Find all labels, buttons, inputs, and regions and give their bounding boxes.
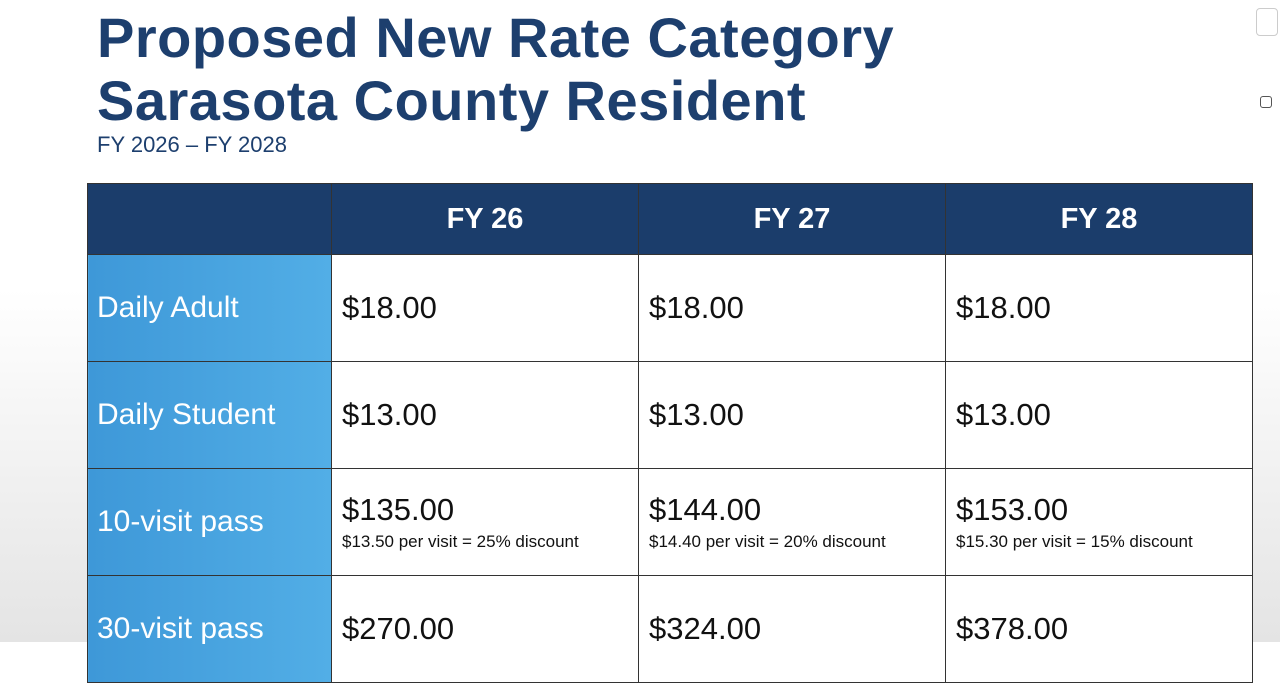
price-cell: $18.00 bbox=[945, 254, 1253, 362]
subtitle: FY 2026 – FY 2028 bbox=[97, 132, 287, 157]
row-label: Daily Student bbox=[87, 361, 332, 469]
column-header: FY 27 bbox=[638, 183, 946, 255]
row-label: 10-visit pass bbox=[87, 468, 332, 576]
rate-table: FY 26 FY 27 FY 28 Daily Adult $18.00 $18.00 $… bbox=[87, 183, 1253, 683]
row-label: Daily Adult bbox=[87, 254, 332, 362]
price: $153.00 bbox=[956, 492, 1069, 527]
title-line: Sarasota County Resident bbox=[97, 69, 807, 132]
header-row: FY 26 FY 27 FY 28 bbox=[87, 183, 1253, 255]
price-cell: $144.00 $14.40 per visit = 20% discount bbox=[638, 468, 946, 576]
price: $378.00 bbox=[956, 611, 1069, 646]
table-row: Daily Student $13.00 $13.00 $13.00 bbox=[87, 361, 1253, 469]
price: $18.00 bbox=[342, 290, 437, 325]
column-header: FY 28 bbox=[945, 183, 1253, 255]
price: $18.00 bbox=[956, 290, 1051, 325]
price: $144.00 bbox=[649, 492, 762, 527]
price-cell: $13.00 bbox=[945, 361, 1253, 469]
price-note: $15.30 per visit = 15% discount bbox=[956, 532, 1193, 551]
price-cell: $13.00 bbox=[638, 361, 946, 469]
table-row: Daily Adult $18.00 $18.00 $18.00 bbox=[87, 254, 1253, 362]
header-corner bbox=[87, 183, 332, 255]
price-cell: $378.00 bbox=[945, 575, 1253, 683]
price: $18.00 bbox=[649, 290, 744, 325]
price-cell: $270.00 bbox=[331, 575, 639, 683]
overlay-icon bbox=[1260, 96, 1272, 108]
price: $324.00 bbox=[649, 611, 762, 646]
table-row: 30-visit pass $270.00 $324.00 $378.00 bbox=[87, 575, 1253, 683]
price: $13.00 bbox=[649, 397, 744, 432]
price: $13.00 bbox=[956, 397, 1051, 432]
row-label: 30-visit pass bbox=[87, 575, 332, 683]
price-cell: $324.00 bbox=[638, 575, 946, 683]
price-note: $14.40 per visit = 20% discount bbox=[649, 532, 886, 551]
column-header: FY 26 bbox=[331, 183, 639, 255]
price: $270.00 bbox=[342, 611, 455, 646]
price: $135.00 bbox=[342, 492, 455, 527]
price: $13.00 bbox=[342, 397, 437, 432]
overlay-icon[interactable] bbox=[1256, 8, 1278, 36]
price-cell: $18.00 bbox=[331, 254, 639, 362]
price-cell: $18.00 bbox=[638, 254, 946, 362]
price-cell: $153.00 $15.30 per visit = 15% discount bbox=[945, 468, 1253, 576]
title-line: Proposed New Rate Category bbox=[97, 6, 895, 69]
price-note: $13.50 per visit = 25% discount bbox=[342, 532, 579, 551]
table-body: Daily Adult $18.00 $18.00 $18.00 Daily Stude… bbox=[87, 254, 1253, 683]
table-row: 10-visit pass $135.00 $13.50 per visit = 2… bbox=[87, 468, 1253, 576]
price-cell: $135.00 $13.50 per visit = 25% discount bbox=[331, 468, 639, 576]
price-cell: $13.00 bbox=[331, 361, 639, 469]
